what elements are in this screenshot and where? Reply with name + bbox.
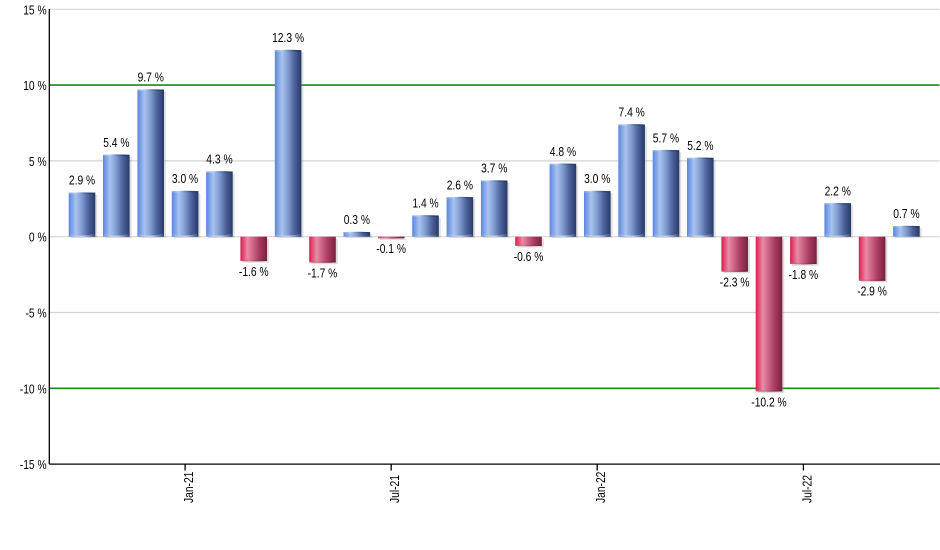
svg-text:-2.9 %: -2.9 % — [857, 285, 887, 299]
svg-text:2.6 %: 2.6 % — [447, 178, 473, 192]
svg-text:1.4 %: 1.4 % — [412, 197, 438, 211]
svg-text:0.3 %: 0.3 % — [344, 213, 370, 227]
svg-text:5 %: 5 % — [29, 155, 47, 169]
svg-text:-15 %: -15 % — [20, 458, 47, 472]
svg-text:5.4 %: 5.4 % — [103, 136, 129, 150]
svg-text:5.7 %: 5.7 % — [653, 131, 679, 145]
svg-text:-0.6 %: -0.6 % — [514, 250, 544, 264]
svg-text:Jul-22: Jul-22 — [800, 475, 814, 503]
svg-text:-1.6 %: -1.6 % — [239, 265, 269, 279]
svg-text:10 %: 10 % — [23, 79, 46, 93]
svg-text:15 %: 15 % — [23, 3, 46, 17]
svg-text:Jan-21: Jan-21 — [182, 472, 196, 503]
svg-text:-5 %: -5 % — [26, 307, 47, 321]
svg-text:-2.3 %: -2.3 % — [720, 276, 750, 290]
svg-text:9.7 %: 9.7 % — [138, 71, 164, 85]
svg-text:3.7 %: 3.7 % — [481, 162, 507, 176]
svg-text:0.7 %: 0.7 % — [893, 207, 919, 221]
svg-text:7.4 %: 7.4 % — [619, 106, 645, 120]
svg-text:-1.8 %: -1.8 % — [789, 268, 819, 282]
svg-text:-0.1 %: -0.1 % — [376, 242, 406, 256]
svg-text:Jul-21: Jul-21 — [388, 475, 402, 503]
svg-text:Jan-22: Jan-22 — [594, 472, 608, 503]
svg-text:12.3 %: 12.3 % — [272, 31, 304, 45]
svg-text:2.2 %: 2.2 % — [825, 184, 851, 198]
svg-text:4.3 %: 4.3 % — [206, 153, 232, 167]
svg-text:4.8 %: 4.8 % — [550, 145, 576, 159]
svg-text:3.0 %: 3.0 % — [584, 172, 610, 186]
svg-text:5.2 %: 5.2 % — [687, 139, 713, 153]
svg-text:-10.2 %: -10.2 % — [751, 395, 786, 409]
svg-text:-1.7 %: -1.7 % — [308, 267, 338, 281]
svg-text:3.0 %: 3.0 % — [172, 172, 198, 186]
svg-text:0 %: 0 % — [29, 231, 47, 245]
svg-text:-10 %: -10 % — [20, 382, 47, 396]
svg-text:2.9 %: 2.9 % — [69, 174, 95, 188]
